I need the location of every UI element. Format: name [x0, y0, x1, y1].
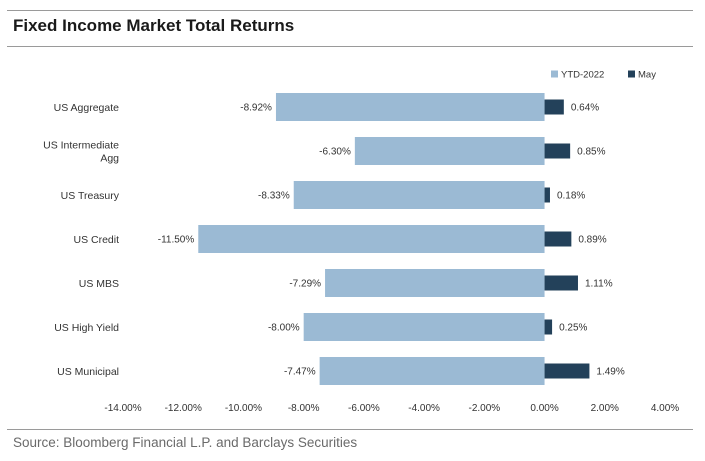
category-label: US High Yield — [54, 322, 119, 334]
data-label-may: 0.89% — [578, 235, 606, 246]
bar-may — [544, 319, 553, 335]
data-label-may: 0.85% — [577, 147, 605, 158]
x-tick-label: 4.00% — [651, 403, 679, 414]
x-tick-label: -6.00% — [348, 403, 380, 414]
x-tick-label: -12.00% — [165, 403, 202, 414]
category-label: US Credit — [73, 234, 119, 246]
x-tick-label: -4.00% — [408, 403, 440, 414]
x-tick-label: -8.00% — [288, 403, 320, 414]
data-label-ytd: -7.29% — [289, 279, 321, 290]
legend-label-ytd: YTD-2022 — [561, 70, 604, 81]
legend-swatch-ytd — [551, 70, 558, 78]
data-label-ytd: -6.30% — [319, 147, 351, 158]
category-label: US Aggregate — [54, 102, 120, 114]
bar-may — [544, 275, 578, 291]
x-tick-label: -14.00% — [104, 403, 141, 414]
bar-ytd — [354, 137, 545, 165]
x-tick-label: 2.00% — [591, 403, 619, 414]
bar-may — [544, 363, 590, 379]
data-label-may: 0.18% — [557, 191, 585, 202]
source-note: Source: Bloomberg Financial L.P. and Bar… — [13, 435, 358, 450]
top-rule — [7, 10, 693, 11]
data-label-may: 1.11% — [585, 279, 613, 290]
bar-ytd — [293, 181, 545, 209]
legend-label-may: May — [638, 70, 656, 81]
x-tick-label: 0.00% — [530, 403, 558, 414]
data-label-may: 0.64% — [571, 103, 599, 114]
category-label: Agg — [100, 153, 119, 165]
category-label: US Treasury — [61, 190, 120, 202]
data-label-may: 1.49% — [596, 367, 624, 378]
bar-may — [544, 187, 550, 203]
category-label: US Municipal — [57, 366, 119, 378]
data-label-ytd: -11.50% — [158, 235, 195, 246]
category-label: US Intermediate — [43, 140, 119, 152]
data-label-ytd: -8.92% — [240, 103, 272, 114]
data-label-ytd: -8.33% — [258, 191, 290, 202]
bar-may — [544, 143, 571, 159]
title-rule — [7, 46, 693, 47]
chart-title: Fixed Income Market Total Returns — [13, 16, 295, 35]
data-label-ytd: -8.00% — [268, 323, 300, 334]
bar-ytd — [303, 313, 545, 341]
legend-swatch-may — [628, 70, 635, 78]
bar-may — [544, 99, 564, 115]
category-label: US MBS — [79, 278, 119, 290]
x-tick-label: -2.00% — [468, 403, 500, 414]
x-tick-label: -10.00% — [225, 403, 262, 414]
bar-ytd — [275, 93, 545, 121]
data-label-ytd: -7.47% — [284, 367, 316, 378]
bar-ytd — [319, 357, 545, 385]
bar-ytd — [325, 269, 545, 297]
source-rule — [7, 429, 693, 430]
data-label-may: 0.25% — [559, 323, 587, 334]
bar-ytd — [198, 225, 545, 253]
bar-may — [544, 231, 572, 247]
